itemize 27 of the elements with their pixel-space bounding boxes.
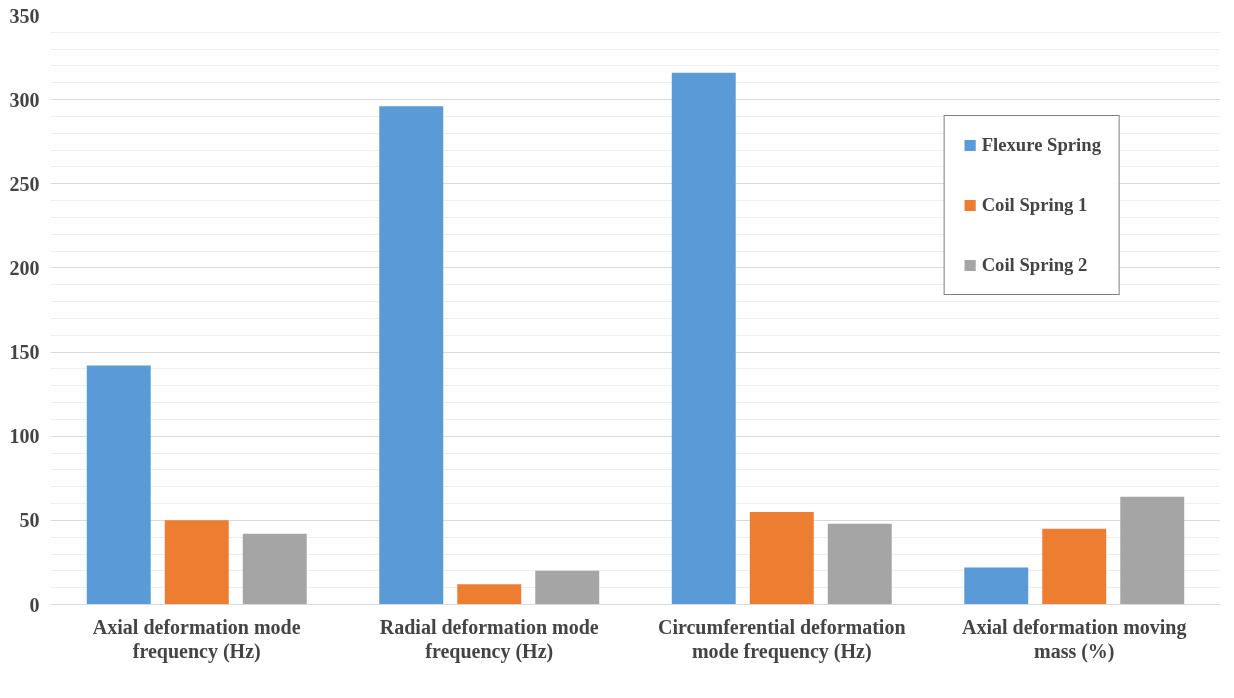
legend-label: Flexure Spring xyxy=(981,134,1101,156)
y-tick-label: 0 xyxy=(29,593,40,616)
x-tick-label: Circumferential deformation mode frequency (Hz) xyxy=(657,615,906,663)
bar xyxy=(457,584,522,605)
x-tick-label: Radial deformation mode frequency (Hz) xyxy=(379,615,599,663)
bar xyxy=(86,365,151,605)
bar xyxy=(535,570,600,605)
y-tick-label: 300 xyxy=(9,88,40,111)
x-tick-label: Axial deformation mode frequency (Hz) xyxy=(92,615,301,663)
y-tick-label: 200 xyxy=(9,256,40,279)
legend-label: Coil Spring 2 xyxy=(981,254,1088,276)
bar xyxy=(242,533,307,605)
y-tick-label: 150 xyxy=(9,341,40,364)
y-tick-label: 250 xyxy=(9,172,40,195)
bar xyxy=(964,567,1029,605)
x-tick-label: Axial deformation moving mass (%) xyxy=(962,615,1187,663)
y-tick-label: 350 xyxy=(9,4,40,27)
y-tick-label: 100 xyxy=(9,425,40,448)
legend-label: Coil Spring 1 xyxy=(981,194,1088,216)
bar xyxy=(164,520,229,605)
y-tick-label: 50 xyxy=(19,509,40,532)
bar xyxy=(749,511,814,605)
bar xyxy=(671,72,736,605)
bar xyxy=(1042,528,1107,605)
bar xyxy=(379,106,444,605)
bar xyxy=(1120,496,1185,605)
bar xyxy=(827,523,892,605)
